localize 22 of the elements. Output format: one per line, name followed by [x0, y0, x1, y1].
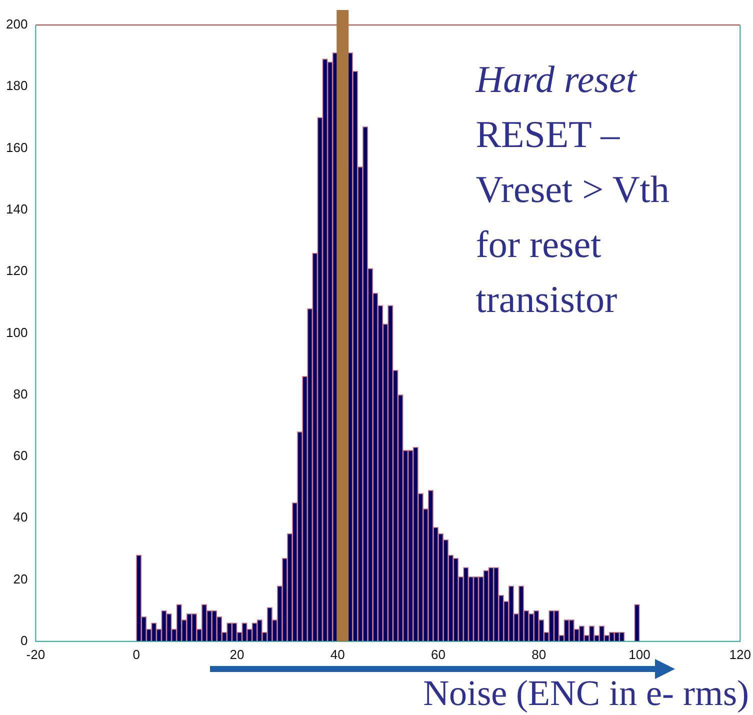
y-tick-label: 120 [6, 263, 28, 278]
y-tick-label: 140 [6, 202, 28, 216]
y-tick-label: 80 [13, 386, 28, 402]
x-tick-label: 60 [431, 646, 446, 662]
y-tick-label: 100 [6, 324, 28, 340]
annotation: RESET – Vreset > Vth for reset transistor [476, 114, 670, 321]
x-tick-label: 100 [628, 646, 650, 662]
y-tick-label: 40 [13, 510, 28, 525]
x-axis-title: Noise (ENC in e- rms) [423, 673, 749, 713]
y-tick-label: 60 [13, 448, 28, 464]
x-tick-label: 0 [132, 646, 140, 662]
x-tick-label: 40 [330, 646, 345, 662]
y-tick-label: 180 [6, 78, 28, 94]
x-tick-label: 20 [230, 646, 244, 662]
x-tick-label: 80 [532, 646, 546, 662]
x-tick-label: -20 [26, 646, 46, 662]
y-tick-label: 160 [6, 140, 28, 155]
y-tick-label: 20 [13, 571, 28, 586]
y-tick-label: 0 [20, 632, 28, 648]
y-tick-label: 200 [6, 16, 28, 32]
annotation: Hard reset [474, 59, 638, 101]
x-tick-label: 120 [729, 646, 752, 662]
